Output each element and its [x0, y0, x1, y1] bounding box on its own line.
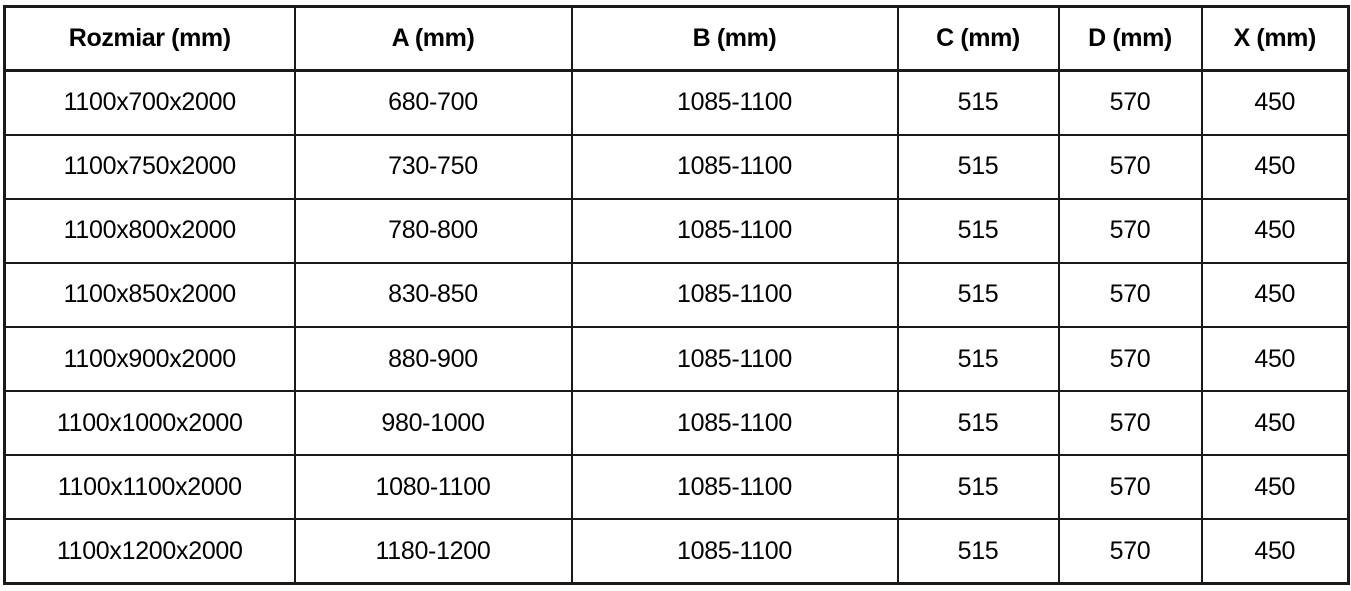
cell-x: 450 [1200, 325, 1350, 393]
cell-c: 515 [896, 390, 1060, 457]
column-header-b: B (mm) [570, 5, 899, 72]
table-row: 1100x900x2000 880-900 1085-1100 515 570 … [3, 325, 1350, 393]
table-header-row: Rozmiar (mm) A (mm) B (mm) C (mm) D (mm)… [3, 5, 1350, 72]
cell-c: 515 [896, 325, 1060, 393]
table-row: 1100x1200x2000 1180-1200 1085-1100 515 5… [3, 518, 1350, 586]
cell-a: 730-750 [293, 133, 573, 200]
cell-a: 1180-1200 [293, 518, 573, 586]
cell-a: 680-700 [293, 69, 573, 136]
cell-d: 570 [1057, 133, 1203, 200]
table-row: 1100x1000x2000 980-1000 1085-1100 515 57… [3, 390, 1350, 457]
cell-c: 515 [896, 197, 1060, 264]
table-header: Rozmiar (mm) A (mm) B (mm) C (mm) D (mm)… [3, 5, 1350, 72]
cell-d: 570 [1057, 518, 1203, 586]
cell-x: 450 [1200, 518, 1350, 586]
cell-b: 1085-1100 [570, 454, 899, 521]
cell-size: 1100x800x2000 [3, 197, 296, 264]
cell-b: 1085-1100 [570, 390, 899, 457]
cell-size: 1100x1200x2000 [3, 518, 296, 586]
cell-d: 570 [1057, 261, 1203, 329]
cell-c: 515 [896, 454, 1060, 521]
cell-a: 980-1000 [293, 390, 573, 457]
cell-x: 450 [1200, 133, 1350, 200]
cell-c: 515 [896, 518, 1060, 586]
cell-d: 570 [1057, 69, 1203, 136]
cell-a: 880-900 [293, 325, 573, 393]
column-header-d: D (mm) [1057, 5, 1203, 72]
table-body: 1100x700x2000 680-700 1085-1100 515 570 … [3, 69, 1350, 586]
table-row: 1100x1100x2000 1080-1100 1085-1100 515 5… [3, 454, 1350, 521]
cell-d: 570 [1057, 454, 1203, 521]
cell-b: 1085-1100 [570, 261, 899, 329]
cell-d: 570 [1057, 197, 1203, 264]
cell-c: 515 [896, 261, 1060, 329]
table-row: 1100x850x2000 830-850 1085-1100 515 570 … [3, 261, 1350, 329]
cell-b: 1085-1100 [570, 133, 899, 200]
column-header-c: C (mm) [896, 5, 1060, 72]
cell-b: 1085-1100 [570, 518, 899, 586]
cell-x: 450 [1200, 197, 1350, 264]
cell-size: 1100x750x2000 [3, 133, 296, 200]
specification-table-container: Rozmiar (mm) A (mm) B (mm) C (mm) D (mm)… [3, 5, 1350, 586]
cell-c: 515 [896, 133, 1060, 200]
table-row: 1100x700x2000 680-700 1085-1100 515 570 … [3, 69, 1350, 136]
cell-a: 830-850 [293, 261, 573, 329]
cell-size: 1100x1100x2000 [3, 454, 296, 521]
cell-a: 1080-1100 [293, 454, 573, 521]
cell-x: 450 [1200, 454, 1350, 521]
cell-b: 1085-1100 [570, 197, 899, 264]
column-header-a: A (mm) [293, 5, 573, 72]
table-row: 1100x800x2000 780-800 1085-1100 515 570 … [3, 197, 1350, 264]
cell-size: 1100x1000x2000 [3, 390, 296, 457]
cell-c: 515 [896, 69, 1060, 136]
column-header-x: X (mm) [1200, 5, 1350, 72]
cell-d: 570 [1057, 325, 1203, 393]
column-header-size: Rozmiar (mm) [3, 5, 296, 72]
cell-x: 450 [1200, 261, 1350, 329]
cell-b: 1085-1100 [570, 69, 899, 136]
cell-x: 450 [1200, 390, 1350, 457]
cell-size: 1100x900x2000 [3, 325, 296, 393]
cell-b: 1085-1100 [570, 325, 899, 393]
cell-size: 1100x850x2000 [3, 261, 296, 329]
table-row: 1100x750x2000 730-750 1085-1100 515 570 … [3, 133, 1350, 200]
dimensions-table: Rozmiar (mm) A (mm) B (mm) C (mm) D (mm)… [3, 5, 1350, 586]
cell-x: 450 [1200, 69, 1350, 136]
cell-size: 1100x700x2000 [3, 69, 296, 136]
cell-d: 570 [1057, 390, 1203, 457]
cell-a: 780-800 [293, 197, 573, 264]
